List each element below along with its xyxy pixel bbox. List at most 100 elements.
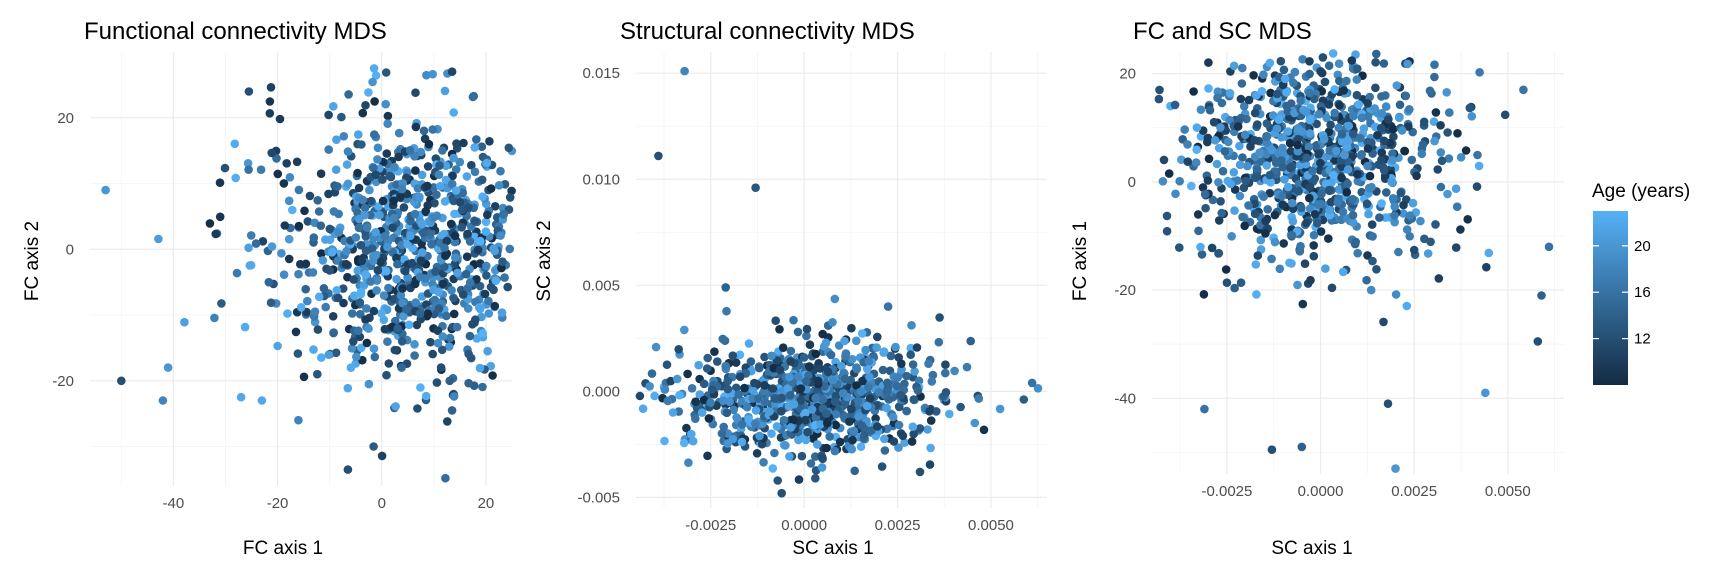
fc-sc-mds-title: FC and SC MDS (1133, 18, 1312, 45)
data-point (498, 257, 507, 267)
data-point (941, 388, 951, 397)
data-point (837, 361, 846, 371)
data-point (1209, 117, 1219, 127)
data-point (858, 376, 867, 386)
data-point (292, 157, 302, 167)
data-point (294, 221, 304, 231)
data-point (786, 357, 795, 366)
data-point (436, 181, 445, 191)
data-point (1237, 79, 1247, 88)
data-point (894, 443, 903, 452)
data-point (364, 379, 374, 389)
data-point (788, 415, 798, 425)
data-point (1404, 122, 1413, 131)
data-point (265, 109, 275, 118)
data-point (449, 309, 459, 319)
data-point (1363, 137, 1372, 147)
data-point (1456, 225, 1465, 234)
fc-mds-x-label: FC axis 1 (243, 538, 323, 559)
data-point (1265, 58, 1275, 68)
data-point (390, 162, 399, 172)
data-point (1214, 248, 1224, 258)
data-point (1253, 120, 1262, 129)
data-point (1379, 136, 1389, 146)
data-point (364, 88, 373, 97)
data-point (771, 316, 780, 326)
data-point (1220, 147, 1230, 156)
y-tick-label: 0.000 (582, 383, 620, 400)
data-point (371, 170, 381, 180)
data-point (1033, 384, 1043, 393)
data-point (723, 376, 732, 386)
data-point (314, 207, 324, 216)
data-point (1287, 259, 1296, 268)
data-point (482, 158, 492, 168)
data-point (1308, 166, 1317, 176)
data-point (256, 165, 266, 174)
data-point (1390, 211, 1399, 220)
data-point (775, 325, 784, 334)
data-point (1252, 165, 1262, 174)
data-point (825, 432, 834, 441)
data-point (324, 189, 333, 199)
data-point (847, 354, 857, 364)
data-point (1326, 120, 1335, 130)
data-point (785, 391, 795, 400)
data-point (1375, 213, 1384, 222)
data-point (366, 277, 375, 286)
data-point (362, 338, 372, 348)
data-point (927, 377, 937, 386)
data-point (1316, 227, 1326, 236)
data-point (378, 196, 388, 206)
data-point (1363, 251, 1372, 260)
data-point (1324, 61, 1334, 70)
data-point (1208, 195, 1218, 205)
x-tick-label: 0.0050 (968, 517, 1014, 534)
data-point (830, 294, 840, 304)
data-point (1363, 161, 1372, 171)
data-point (296, 303, 306, 312)
data-point (482, 261, 491, 271)
data-point (1342, 188, 1352, 197)
data-point (1240, 221, 1249, 231)
data-point (1226, 179, 1235, 189)
sc-mds-y-ticks: -0.005 0.000 0.005 0.010 0.015 (577, 65, 620, 506)
data-point (1251, 260, 1261, 269)
data-point (1436, 121, 1445, 130)
data-point (450, 231, 460, 241)
data-point (1201, 203, 1210, 213)
data-point (379, 291, 389, 300)
data-point (1212, 159, 1222, 169)
data-point (723, 384, 733, 394)
data-point (282, 159, 292, 168)
data-point (397, 337, 407, 346)
data-point (1392, 81, 1402, 90)
data-point (1337, 129, 1347, 139)
data-point (1261, 229, 1270, 238)
data-point (468, 320, 477, 329)
data-point (354, 223, 364, 233)
data-point (813, 440, 822, 449)
data-point (432, 190, 441, 199)
data-point (288, 205, 297, 215)
data-point (797, 451, 807, 461)
data-point (420, 274, 430, 283)
data-point (324, 350, 334, 360)
data-point (813, 376, 823, 386)
data-point (1191, 158, 1201, 167)
data-point (1368, 256, 1377, 266)
data-point (500, 273, 509, 282)
data-point (750, 378, 759, 388)
data-point (647, 369, 657, 378)
y-tick-label: 20 (57, 110, 74, 127)
data-point (1159, 155, 1169, 165)
data-point (464, 203, 473, 212)
data-point (1430, 72, 1439, 82)
data-point (484, 296, 493, 306)
data-point (817, 453, 827, 462)
data-point (1425, 86, 1435, 96)
data-point (702, 364, 712, 373)
data-point (442, 311, 451, 321)
data-point (411, 88, 420, 97)
data-point (383, 242, 392, 252)
